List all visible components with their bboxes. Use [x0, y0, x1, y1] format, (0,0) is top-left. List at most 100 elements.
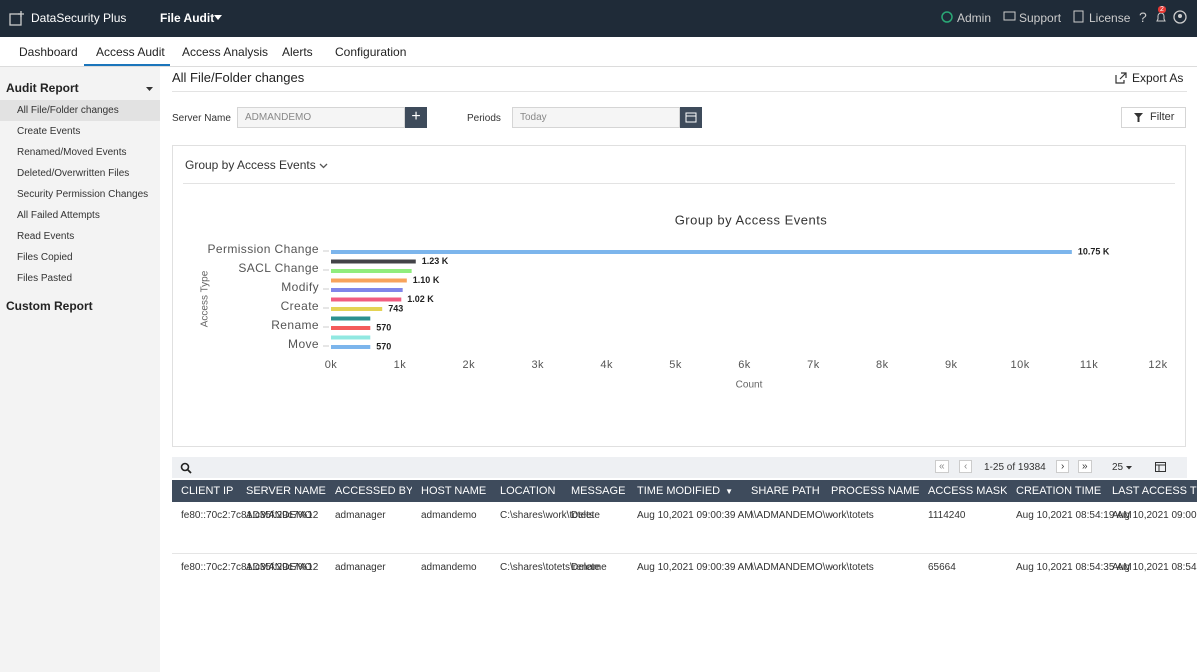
y-tick-label: Move — [288, 337, 319, 351]
top-bar: DataSecurity Plus File Audit Admin Suppo… — [0, 0, 1197, 37]
sidebar-item[interactable]: Security Permission Changes — [0, 184, 160, 205]
first-page-button[interactable]: « — [935, 460, 949, 473]
bar — [331, 250, 1072, 254]
column-header[interactable]: SHARE PATH — [742, 480, 822, 502]
bar — [331, 269, 412, 273]
module-menu[interactable]: File Audit — [160, 11, 214, 25]
column-header-text: LOCATION — [500, 485, 555, 497]
sidebar-item[interactable]: Read Events — [0, 226, 160, 247]
column-header[interactable]: MESSAGE — [562, 480, 628, 502]
bar — [331, 336, 370, 340]
help-icon[interactable]: ? — [1139, 9, 1147, 25]
sidebar-item[interactable]: Create Events — [0, 121, 160, 142]
sidebar-title[interactable]: Audit Report — [6, 81, 79, 95]
custom-report[interactable]: Custom Report — [6, 299, 93, 313]
y-tick-label: Permission Change — [207, 242, 319, 256]
table-cell: C:\shares\totets\rename — [491, 554, 562, 585]
bar — [331, 298, 401, 302]
table-cell: admanager — [326, 502, 412, 554]
admin-link[interactable]: Admin — [957, 11, 991, 25]
table-cell: Delete — [562, 554, 628, 585]
column-header[interactable]: CLIENT IP — [172, 480, 237, 502]
table-cell: C:\shares\work\totets — [491, 502, 562, 554]
column-header-text: SERVER NAME — [246, 485, 326, 497]
license-icon — [1073, 10, 1085, 24]
table-row[interactable]: fe80::70c2:7c81:c35f:29c7%12ADMANDEMOadm… — [172, 554, 1197, 585]
nav-tab[interactable]: Alerts — [282, 45, 313, 59]
export-button[interactable]: Export As — [1132, 71, 1183, 85]
nav-tab[interactable]: Access Analysis — [182, 45, 268, 59]
column-header-text: SHARE PATH — [751, 485, 820, 497]
x-tick-label: 11k — [1080, 359, 1098, 371]
column-header[interactable]: CREATION TIME — [1007, 480, 1103, 502]
table-row[interactable]: fe80::70c2:7c81:c35f:29c7%12ADMANDEMOadm… — [172, 502, 1197, 554]
column-header-text: ACCESS MASK — [928, 485, 1007, 497]
column-header[interactable]: ACCESSED BY — [326, 480, 412, 502]
nav-tab[interactable]: Configuration — [335, 45, 406, 59]
page-size-caret — [1126, 466, 1133, 470]
last-page-button[interactable]: » — [1078, 460, 1092, 473]
column-header-text: LAST ACCESS TIME — [1112, 485, 1197, 497]
notification-badge: 2 — [1158, 6, 1166, 13]
column-header[interactable]: TIME MODIFIED▼ — [628, 480, 742, 502]
sidebar-item[interactable]: Files Copied — [0, 247, 160, 268]
chart-panel: Group by Access Events Group by Access E… — [172, 145, 1186, 447]
table-head: CLIENT IP SERVER NAMEACCESSED BY HOST NAME… — [172, 480, 1197, 502]
chart-title: Group by Access Events — [675, 212, 828, 227]
sidebar-item[interactable]: All Failed Attempts — [0, 205, 160, 226]
table-cell: Aug 10,2021 09:00:39 AM — [1103, 502, 1197, 554]
bar — [331, 326, 370, 330]
column-header[interactable]: LOCATION — [491, 480, 562, 502]
sidebar-item[interactable]: Renamed/Moved Events — [0, 142, 160, 163]
sidebar-item[interactable]: Deleted/Overwritten Files — [0, 163, 160, 184]
y-tick-label: Modify — [281, 280, 319, 294]
x-tick-label: 0k — [325, 359, 338, 371]
period-input[interactable]: Today — [512, 107, 680, 128]
table-cell: Delete — [562, 502, 628, 554]
nav-tab[interactable]: Access Audit — [96, 45, 165, 59]
column-header[interactable]: HOST NAME — [412, 480, 491, 502]
x-tick-label: 9k — [945, 359, 958, 371]
data-label: 1.02 K — [407, 294, 434, 304]
support-icon — [1003, 11, 1017, 23]
sidebar-item[interactable]: Files Pasted — [0, 268, 160, 289]
logo-icon — [9, 10, 25, 26]
bar — [331, 317, 370, 321]
column-header[interactable]: ACCESS MASK — [919, 480, 1007, 502]
user-icon[interactable] — [1173, 10, 1188, 25]
x-tick-label: 1k — [394, 359, 407, 371]
x-tick-label: 4k — [600, 359, 613, 371]
support-link[interactable]: Support — [1019, 11, 1061, 25]
sidebar-item[interactable]: All File/Folder changes — [0, 100, 160, 121]
column-header-text: CREATION TIME — [1016, 485, 1101, 497]
x-tick-label: 6k — [738, 359, 751, 371]
column-header-text: HOST NAME — [421, 485, 486, 497]
calendar-button[interactable] — [680, 107, 702, 128]
bar — [331, 307, 382, 311]
search-icon[interactable] — [180, 462, 192, 474]
column-header[interactable]: SERVER NAME — [237, 480, 326, 502]
x-tick-label: 10k — [1011, 359, 1030, 371]
table-toolbar: « ‹ 1-25 of 19384 › » 25 — [172, 457, 1187, 478]
column-header-text: MESSAGE — [571, 485, 625, 497]
table-cell: admandemo — [412, 554, 491, 585]
columns-icon[interactable] — [1155, 462, 1168, 474]
add-server-button[interactable]: + — [405, 107, 427, 128]
filter-button[interactable]: Filter — [1121, 107, 1186, 128]
prev-page-button[interactable]: ‹ — [959, 460, 972, 473]
table-cell: fe80::70c2:7c81:c35f:29c7%12 — [172, 502, 237, 554]
column-header[interactable]: LAST ACCESS TIME — [1103, 480, 1197, 502]
server-input[interactable]: ADMANDEMO — [237, 107, 405, 128]
dropdown-caret — [214, 15, 223, 21]
export-icon — [1115, 72, 1127, 84]
chart: Group by Access Events Access Type Count… — [173, 146, 1185, 446]
nav-tab[interactable]: Dashboard — [19, 45, 78, 59]
sidebar: Audit Report All File/Folder changesCrea… — [0, 67, 160, 672]
next-page-button[interactable]: › — [1056, 460, 1069, 473]
bar — [331, 260, 416, 264]
license-link[interactable]: License — [1089, 11, 1130, 25]
data-label: 743 — [388, 303, 403, 313]
active-tab-underline — [84, 64, 170, 66]
page-size-select[interactable]: 25 — [1112, 462, 1123, 473]
column-header[interactable]: PROCESS NAME — [822, 480, 919, 502]
